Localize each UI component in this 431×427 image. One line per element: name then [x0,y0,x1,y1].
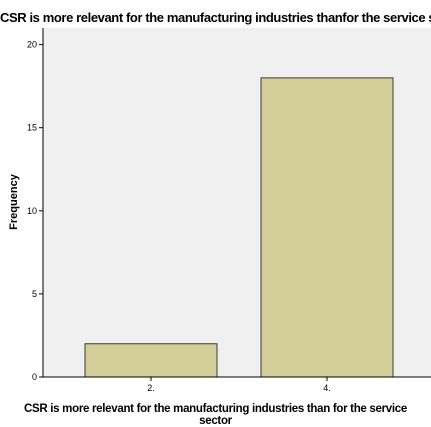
y-axis-ticks: 0 5 10 15 20 [27,40,43,382]
x-tick-label: 2. [147,383,155,393]
y-tick-label: 10 [27,206,37,216]
bars-group [84,77,394,378]
chart-title: CSR is more relevant for the manufacturi… [0,10,431,25]
x-axis-ticks: 2. 4. [147,377,331,393]
y-tick-label: 20 [27,40,37,50]
y-tick-label: 15 [27,123,37,133]
x-tick-label: 4. [323,383,331,393]
bar-2 [260,77,394,378]
y-tick-label: 0 [32,372,37,382]
x-axis-label-line-2: sector [199,415,232,427]
y-tick-label: 5 [32,289,37,299]
x-axis-label-line-1: CSR is more relevant for the manufacturi… [24,403,407,415]
x-axis-label: CSR is more relevant for the manufacturi… [0,403,431,427]
bar-1 [84,343,218,378]
